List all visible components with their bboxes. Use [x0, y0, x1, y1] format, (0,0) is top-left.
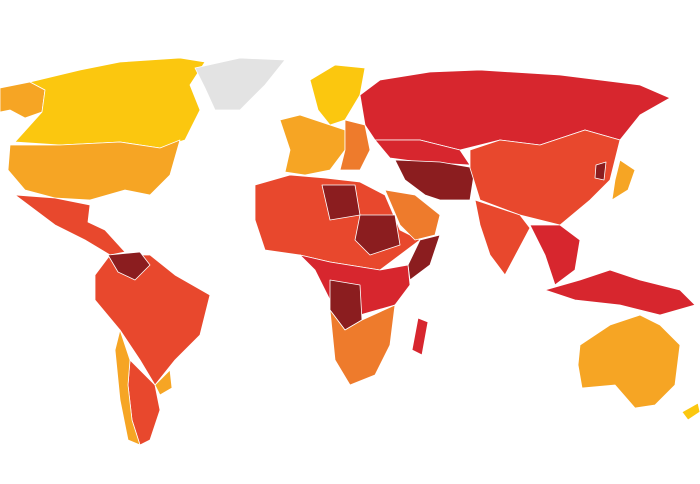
region-mexico-central-america — [14, 194, 126, 256]
region-japan — [611, 159, 636, 201]
region-greenland — [194, 57, 286, 111]
region-madagascar — [411, 317, 429, 356]
region-indonesia — [544, 269, 696, 316]
region-new-zealand — [681, 402, 700, 421]
region-canada — [14, 57, 206, 149]
region-australia — [577, 314, 681, 409]
region-western-europe — [279, 114, 346, 176]
region-sudan — [354, 214, 401, 256]
region-north-korea — [594, 161, 607, 181]
region-saudi-arabia — [384, 189, 441, 241]
region-scandinavia — [309, 64, 366, 126]
region-uruguay — [154, 369, 173, 396]
region-chile — [114, 329, 141, 446]
region-brazil — [94, 254, 211, 386]
region-usa — [7, 139, 181, 201]
region-southeast-asia — [529, 224, 581, 286]
region-somalia — [407, 234, 441, 281]
region-iran-afghanistan — [394, 159, 476, 201]
region-southern-africa — [329, 304, 396, 386]
region-india — [474, 199, 531, 276]
region-venezuela — [107, 251, 151, 281]
region-china — [469, 129, 621, 226]
